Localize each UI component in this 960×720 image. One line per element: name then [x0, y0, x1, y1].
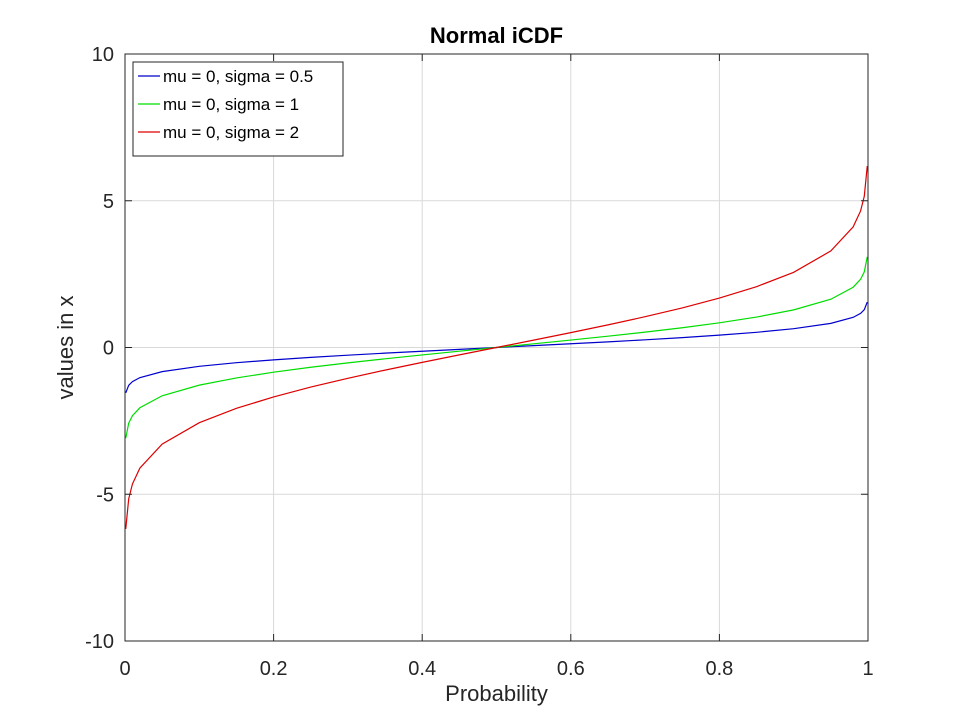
- x-tick-label: 0.6: [557, 658, 585, 680]
- legend-entry-label: mu = 0, sigma = 1: [163, 95, 299, 114]
- x-tick-label: 1: [862, 658, 873, 680]
- x-tick-label: 0.2: [260, 658, 288, 680]
- x-axis-label: Probability: [445, 681, 548, 706]
- y-tick-label: 10: [92, 44, 114, 66]
- y-tick-label: -5: [96, 484, 114, 506]
- x-tick-label: 0.8: [705, 658, 733, 680]
- x-tick-label: 0: [119, 658, 130, 680]
- y-tick-label: 0: [103, 338, 114, 360]
- y-axis-label: values in x: [53, 296, 78, 400]
- y-tick-label: -10: [85, 631, 114, 653]
- legend-entry-label: mu = 0, sigma = 0.5: [163, 67, 313, 86]
- legend-entry-label: mu = 0, sigma = 2: [163, 123, 299, 142]
- x-tick-label: 0.4: [408, 658, 436, 680]
- series-layer: [125, 166, 868, 529]
- y-tick-label: 5: [103, 191, 114, 213]
- series-line-3: [125, 166, 868, 529]
- ticks: 0 0.2 0.4 0.6 0.8 1 -10 -5 0 5 10: [85, 44, 873, 680]
- legend-box: [132, 61, 344, 157]
- legend: mu = 0, sigma = 0.5 mu = 0, sigma = 1 mu =…: [132, 61, 344, 157]
- chart-title: Normal iCDF: [430, 23, 563, 48]
